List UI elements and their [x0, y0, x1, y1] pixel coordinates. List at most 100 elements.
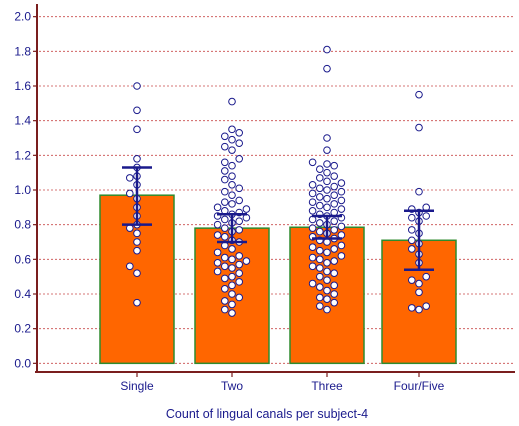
data-point [408, 226, 416, 234]
y-tick-label: 0.4 [14, 287, 31, 301]
data-point [133, 229, 141, 238]
data-point [308, 253, 317, 262]
data-point [235, 184, 243, 193]
data-point [330, 226, 339, 234]
data-point [337, 222, 346, 231]
data-point [228, 97, 236, 106]
data-point [323, 286, 331, 295]
data-point [235, 155, 243, 163]
data-point [221, 187, 229, 196]
data-point [323, 64, 331, 73]
data-point [337, 241, 346, 250]
data-point [330, 245, 339, 253]
y-tick-label: 0.6 [14, 252, 31, 266]
data-point [228, 245, 236, 253]
error-bars [122, 166, 434, 271]
data-point [235, 217, 243, 225]
data-point [323, 276, 331, 284]
data-point [330, 182, 339, 191]
data-point [323, 194, 331, 203]
data-point [133, 246, 141, 255]
data-point [337, 179, 346, 187]
data-point [228, 264, 236, 272]
data-point [235, 278, 243, 286]
data-point [330, 191, 339, 199]
y-tick-label: 1.4 [14, 114, 31, 128]
data-point [323, 160, 331, 168]
data-point [235, 139, 243, 147]
data-point [228, 181, 236, 189]
data-point [228, 125, 236, 134]
data-point [337, 196, 346, 205]
data-point [235, 226, 243, 234]
data-point [323, 248, 331, 257]
y-tick-labels: 0.0 0.2 0.4 0.6 0.8 1.0 1.2 1.4 1.6 1.8 2.0 [14, 10, 31, 371]
data-point [308, 189, 317, 198]
y-tick-label: 1.0 [14, 183, 31, 197]
x-axis-title: Count of lingual canals per subject-4 [166, 407, 368, 421]
y-tick-label: 0.2 [14, 322, 31, 336]
data-point [133, 106, 141, 115]
data-point [323, 186, 331, 194]
data-point [221, 215, 229, 224]
data-point [415, 187, 423, 196]
data-point [221, 274, 229, 283]
data-point [415, 279, 423, 288]
data-point [330, 290, 339, 298]
data-point [235, 269, 243, 278]
data-point [323, 146, 331, 154]
y-tick-label: 1.2 [14, 148, 31, 162]
data-points [126, 45, 431, 317]
x-tick-label: Two [221, 379, 243, 393]
data-point [308, 158, 317, 167]
data-point [228, 290, 236, 298]
data-point [323, 45, 331, 54]
data-point [308, 224, 317, 232]
data-point [133, 82, 141, 90]
data-point [337, 187, 346, 196]
data-point [316, 165, 324, 173]
data-point [228, 191, 236, 199]
data-point [308, 207, 317, 215]
data-point [133, 238, 141, 246]
data-point [228, 309, 236, 317]
data-point [308, 181, 317, 189]
data-point [408, 245, 416, 253]
data-point [323, 168, 331, 177]
x-tick-label: Three [311, 379, 343, 393]
data-point [221, 167, 229, 175]
data-point [330, 200, 339, 208]
data-point [316, 201, 324, 210]
data-point [221, 142, 229, 151]
data-point [316, 174, 324, 182]
data-point [221, 285, 229, 293]
data-point [415, 288, 423, 297]
data-point [133, 125, 141, 134]
x-tick-labels: Single Two Three Four/Five [120, 379, 444, 393]
data-point [323, 267, 331, 276]
x-tick-label: Four/Five [394, 379, 445, 393]
data-point [323, 295, 331, 304]
data-point [235, 293, 243, 302]
data-point [228, 300, 236, 309]
data-point [133, 298, 141, 307]
data-point [221, 253, 229, 262]
x-tick-label: Single [120, 379, 154, 393]
data-point [330, 217, 339, 225]
data-point [228, 161, 236, 170]
data-point [126, 174, 134, 182]
data-point [213, 267, 222, 276]
data-point [408, 236, 416, 245]
data-point [133, 269, 141, 278]
data-point [126, 189, 134, 198]
data-point [308, 198, 317, 206]
data-point [221, 175, 229, 184]
data-point [308, 279, 317, 288]
data-point [316, 193, 324, 201]
data-point [316, 302, 324, 310]
data-point [415, 305, 423, 314]
data-point [228, 281, 236, 290]
data-point [235, 129, 243, 137]
data-point [308, 262, 317, 271]
data-point [330, 298, 339, 307]
